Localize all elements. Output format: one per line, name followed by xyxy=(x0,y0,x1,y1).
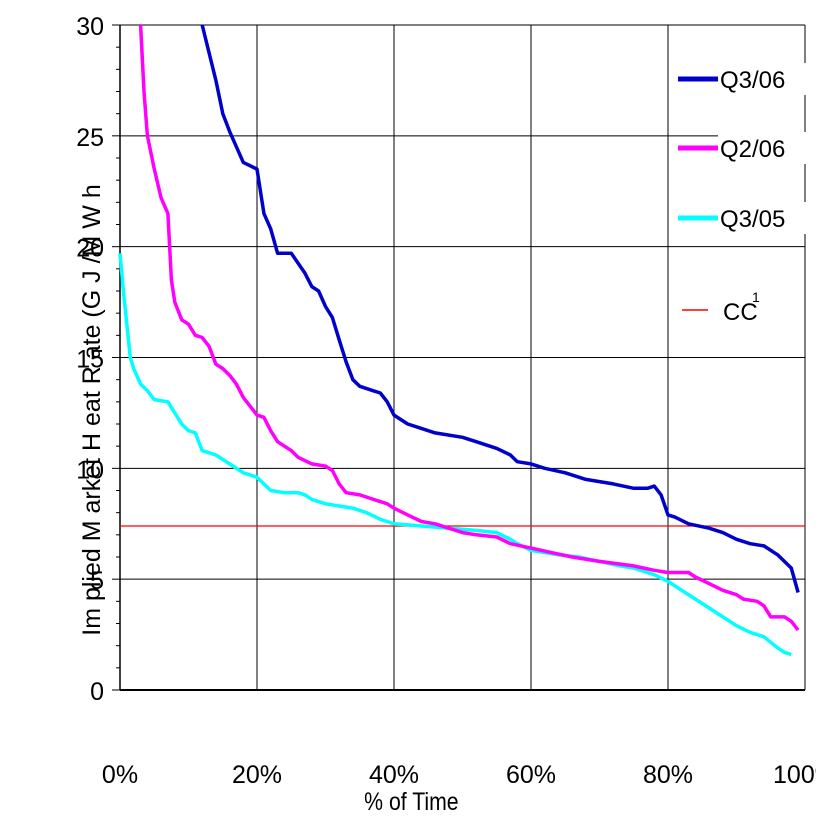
legend: Q3/06 Q2/06 Q3/05 CC1 xyxy=(678,63,806,326)
series-line-q3-05 xyxy=(118,253,792,657)
x-tick-label: 80% xyxy=(643,761,693,789)
legend-label-bg xyxy=(718,132,806,164)
x-tick-label: 100% xyxy=(773,761,816,789)
y-tick-label: 30 xyxy=(76,13,104,41)
axes xyxy=(112,24,805,691)
series-group xyxy=(118,24,800,657)
x-tick-label: 20% xyxy=(232,761,282,789)
y-tick-labels: 0 5 10 15 20 25 30 xyxy=(76,13,104,706)
y-tick-label: 0 xyxy=(90,678,104,706)
series-line-q2-06 xyxy=(138,24,800,632)
x-tick-label: 40% xyxy=(369,761,419,789)
y-tick-label: 5 xyxy=(90,567,104,595)
series-line-q3-06 xyxy=(200,24,800,593)
legend-label: Q2/06 xyxy=(720,136,785,163)
x-tick-labels: 0% 20% 40% 60% 80% 100% xyxy=(102,761,816,789)
y-tick-label: 10 xyxy=(76,456,104,484)
x-tick-label: 60% xyxy=(506,761,556,789)
legend-label-cc-superscript: 1 xyxy=(752,289,760,305)
legend-label-bg xyxy=(718,202,806,234)
legend-label-cc: CC xyxy=(723,299,758,326)
y-axis-title: Im plied M arket H eat R ate (G J /M W h xyxy=(78,184,106,636)
legend-label: Q3/06 xyxy=(720,67,785,94)
y-tick-label: 25 xyxy=(76,124,104,152)
legend-label-bg xyxy=(718,63,806,95)
x-axis-title: % of Time xyxy=(364,787,458,815)
legend-label: Q3/05 xyxy=(720,206,785,233)
y-tick-label: 15 xyxy=(76,346,104,374)
y-tick-label: 20 xyxy=(76,235,104,263)
x-tick-label: 0% xyxy=(102,761,138,789)
